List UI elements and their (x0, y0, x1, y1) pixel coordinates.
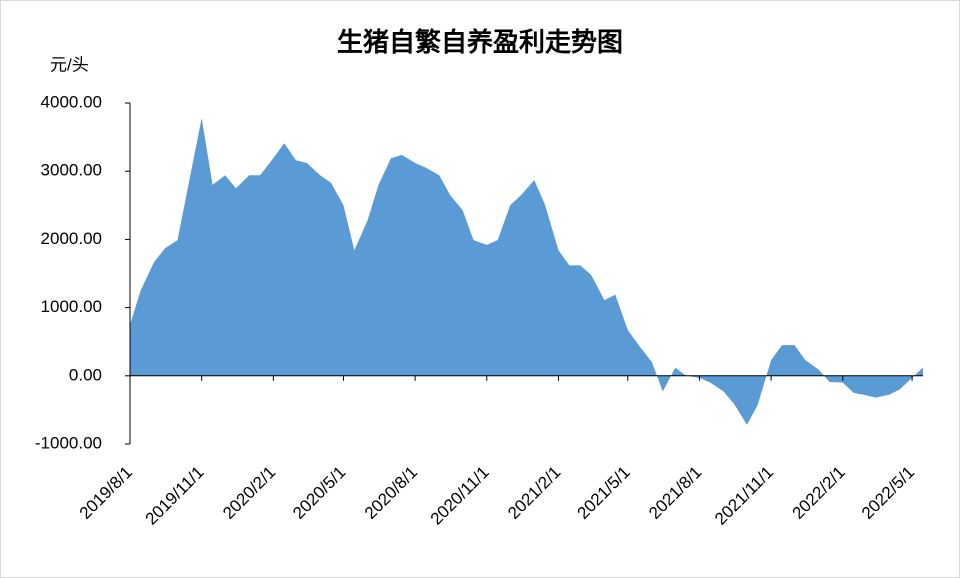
y-tick-label: -1000.00 (35, 433, 102, 452)
area (130, 118, 923, 425)
y-tick-label: 4000.00 (41, 92, 102, 111)
y-axis-label: 元/头 (50, 55, 89, 74)
y-tick-label: 1000.00 (41, 297, 102, 316)
y-tick-label: 0.00 (69, 365, 102, 384)
y-tick-label: 3000.00 (41, 161, 102, 180)
y-tick-label: 2000.00 (41, 229, 102, 248)
chart-title: 生猪自繁自养盈利走势图 (337, 27, 623, 57)
